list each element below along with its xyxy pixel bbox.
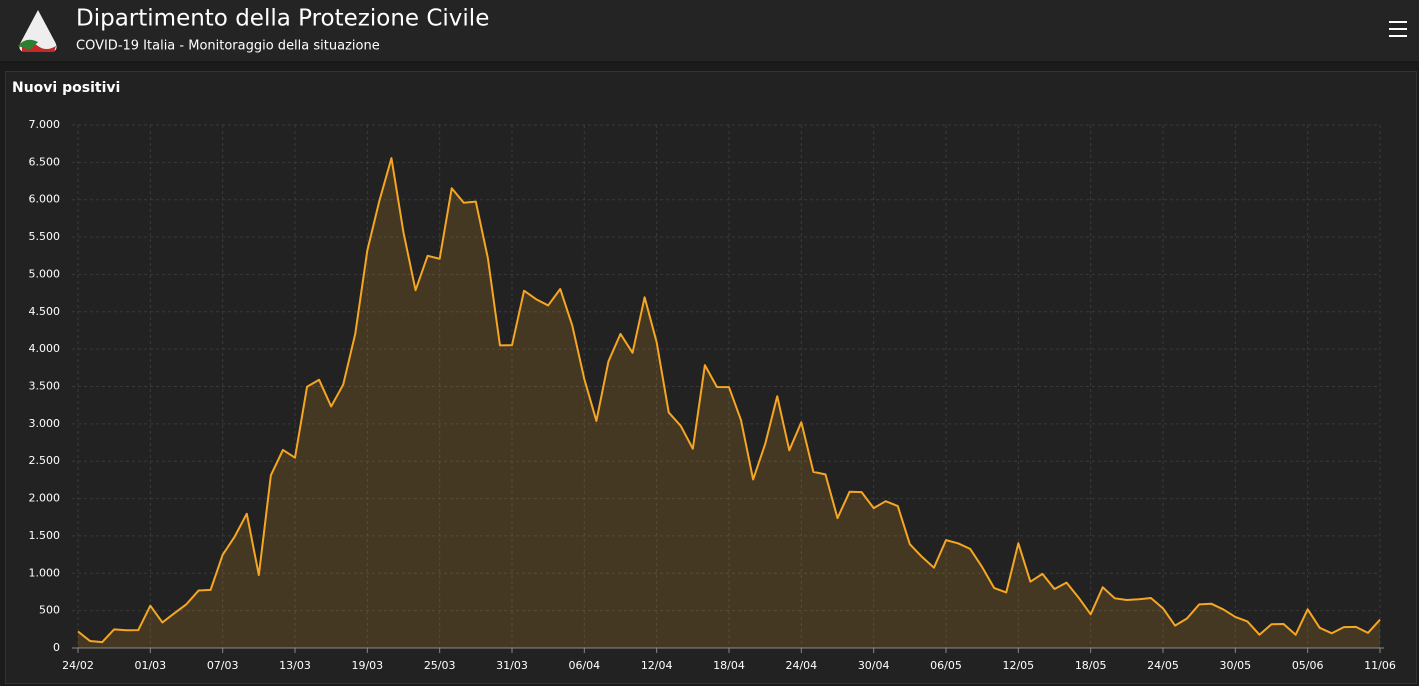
x-tick-label: 24/05 xyxy=(1147,659,1179,672)
y-tick-label: 6.500 xyxy=(29,155,61,168)
x-tick-label: 12/05 xyxy=(1002,659,1034,672)
y-tick-label: 0 xyxy=(53,641,60,654)
x-tick-label: 07/03 xyxy=(207,659,239,672)
x-tick-label: 18/04 xyxy=(713,659,745,672)
menu-button[interactable] xyxy=(1386,18,1410,42)
x-tick-label: 11/06 xyxy=(1364,659,1396,672)
x-tick-label: 25/03 xyxy=(424,659,456,672)
x-tick-label: 18/05 xyxy=(1075,659,1107,672)
logo xyxy=(18,10,57,52)
x-tick-label: 24/02 xyxy=(62,659,94,672)
area-fill xyxy=(78,158,1380,648)
x-tick-label: 24/04 xyxy=(785,659,817,672)
x-tick-label: 13/03 xyxy=(279,659,311,672)
x-tick-label: 12/04 xyxy=(641,659,673,672)
header-bar xyxy=(0,0,1419,62)
y-tick-label: 5.000 xyxy=(29,267,61,280)
x-tick-label: 06/04 xyxy=(568,659,600,672)
chart-title: Nuovi positivi xyxy=(12,80,120,96)
header-title: Dipartimento della Protezione Civile xyxy=(76,6,489,32)
x-tick-label: 06/05 xyxy=(930,659,962,672)
x-tick-label: 31/03 xyxy=(496,659,528,672)
y-tick-label: 1.500 xyxy=(29,529,61,542)
y-tick-label: 1.000 xyxy=(29,566,61,579)
y-tick-label: 3.000 xyxy=(29,417,61,430)
x-tick-label: 30/05 xyxy=(1219,659,1251,672)
x-tick-label: 30/04 xyxy=(858,659,890,672)
x-tick-label: 01/03 xyxy=(134,659,166,672)
y-tick-label: 7.000 xyxy=(29,118,61,131)
x-tick-label: 19/03 xyxy=(351,659,383,672)
y-tick-label: 5.500 xyxy=(29,230,61,243)
y-tick-label: 4.000 xyxy=(29,342,61,355)
y-tick-label: 2.000 xyxy=(29,492,61,505)
x-tick-label: 05/06 xyxy=(1292,659,1324,672)
y-tick-label: 3.500 xyxy=(29,380,61,393)
y-tick-label: 6.000 xyxy=(29,193,61,206)
y-tick-label: 4.500 xyxy=(29,305,61,318)
header-subtitle: COVID-19 Italia - Monitoraggio della sit… xyxy=(76,39,380,54)
y-tick-label: 2.500 xyxy=(29,454,61,467)
y-tick-label: 500 xyxy=(39,604,60,617)
line xyxy=(77,157,1381,644)
